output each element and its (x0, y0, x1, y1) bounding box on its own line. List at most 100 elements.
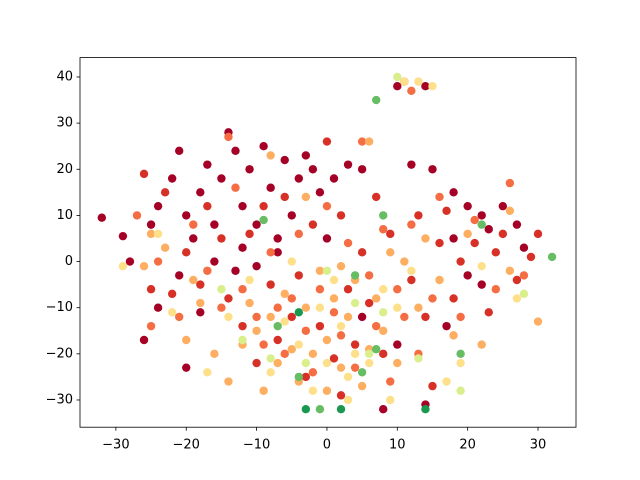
scatter-point (379, 405, 388, 414)
scatter-point (477, 220, 486, 229)
scatter-point (456, 312, 465, 322)
scatter-point (315, 303, 325, 312)
scatter-point (379, 349, 388, 359)
scatter-point (322, 335, 332, 345)
scatter-point (350, 363, 360, 372)
scatter-point (182, 248, 191, 257)
scatter-point (252, 220, 261, 229)
scatter-point (210, 257, 219, 266)
scatter-point (322, 234, 332, 243)
scatter-point (336, 331, 346, 340)
scatter-point (400, 77, 409, 86)
scatter-point (505, 178, 515, 188)
scatter-point (463, 229, 472, 239)
scatter-point (484, 225, 493, 234)
scatter-point (273, 358, 282, 368)
scatter-point (266, 248, 275, 257)
scatter-point (364, 271, 374, 280)
scatter-point (315, 188, 325, 197)
scatter-point (491, 285, 500, 294)
scatter-point (217, 234, 226, 243)
scatter-point (329, 308, 339, 317)
scatter-point (322, 137, 332, 146)
scatter-point (167, 289, 177, 299)
scatter-point (231, 183, 240, 192)
scatter-point (287, 211, 296, 220)
scatter-point (371, 345, 381, 354)
scatter-point (167, 174, 177, 183)
scatter-point (371, 95, 381, 105)
scatter-point (336, 363, 346, 372)
scatter-point (364, 358, 374, 368)
scatter-point (259, 386, 268, 395)
scatter-point (350, 340, 360, 349)
scatter-point (266, 312, 275, 322)
scatter-point (442, 206, 451, 215)
scatter-point (428, 82, 437, 91)
scatter-point (252, 261, 261, 271)
scatter-point (322, 386, 332, 395)
scatter-point (259, 215, 268, 225)
scatter-point (421, 82, 430, 91)
scatter-point (379, 225, 388, 234)
scatter-point (301, 372, 311, 382)
scatter-point (266, 368, 275, 377)
scatter-point (547, 252, 557, 262)
x-tick-label: 0 (323, 438, 331, 453)
scatter-point (322, 201, 332, 211)
scatter-point (167, 308, 177, 317)
scatter-point (329, 354, 339, 363)
scatter-point (386, 248, 395, 257)
scatter-point (280, 289, 289, 299)
scatter-point (308, 386, 318, 395)
scatter-point (463, 201, 472, 211)
scatter-point (294, 340, 304, 349)
scatter-point (245, 229, 254, 239)
scatter-point (400, 257, 409, 266)
scatter-point (449, 234, 458, 243)
scatter-point (463, 271, 472, 280)
scatter-point (273, 248, 282, 257)
scatter-point (238, 243, 247, 252)
scatter-point (266, 183, 275, 192)
scatter-point (484, 308, 493, 317)
y-tick-label: 20 (56, 162, 73, 177)
scatter-point (329, 275, 339, 285)
scatter-point (203, 368, 212, 377)
scatter-point (203, 266, 212, 275)
scatter-point (364, 137, 374, 146)
x-tick-label: 10 (389, 438, 406, 453)
scatter-point (428, 294, 437, 303)
scatter-point (196, 280, 205, 289)
scatter-point (386, 377, 395, 386)
x-tick-label: −20 (173, 438, 200, 453)
scatter-point (519, 243, 529, 252)
y-tick-label: 10 (56, 208, 73, 223)
scatter-point (512, 275, 522, 285)
scatter-point (294, 229, 304, 239)
scatter-point (118, 261, 128, 271)
scatter-point (519, 271, 529, 280)
scatter-point (287, 257, 296, 266)
scatter-point (280, 155, 289, 165)
scatter-point (252, 358, 261, 368)
scatter-point (350, 298, 360, 308)
scatter-point (280, 349, 289, 359)
scatter-point (153, 201, 163, 211)
scatter-point (336, 261, 346, 271)
scatter-point (308, 165, 318, 174)
scatter-point (245, 298, 254, 308)
scatter-point (259, 201, 268, 211)
scatter-point (160, 243, 170, 252)
scatter-point (357, 248, 367, 257)
scatter-point (266, 151, 275, 160)
scatter-point (350, 349, 360, 359)
scatter-point (364, 349, 374, 359)
scatter-point (175, 146, 184, 156)
scatter-point (231, 146, 240, 156)
scatter-point (139, 335, 149, 345)
scatter-point (153, 257, 163, 266)
scatter-point (379, 285, 388, 294)
scatter-point (301, 358, 311, 368)
y-tick-label: −20 (46, 346, 73, 361)
